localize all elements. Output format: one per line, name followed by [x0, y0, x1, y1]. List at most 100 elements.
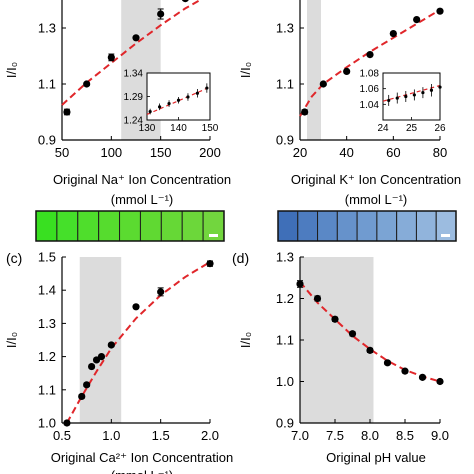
data-point [157, 288, 165, 296]
data-point [348, 330, 357, 338]
panel-d: 0.9 1.0 1.1 1.2 1.3 7.0 7.5 8.0 8.5 9.0 I/I₀ Origin… [232, 250, 449, 466]
colorbar-swatch [56, 210, 79, 242]
x-tick-label: 7.5 [326, 428, 344, 443]
inset-fit-line [382, 84, 441, 102]
y-tick-label: 1.3 [276, 21, 294, 36]
data-point [132, 303, 140, 311]
inset-data-point [438, 85, 442, 89]
colorbar-swatch [376, 210, 398, 242]
x-tick-label: 0.5 [53, 428, 71, 443]
shaded-region [79, 257, 122, 423]
inset-data-point [387, 98, 391, 103]
inset-x-tick-label: 24 [377, 123, 389, 134]
x-tick-label: 150 [150, 145, 172, 160]
inset-data-point [421, 90, 425, 95]
data-point [206, 260, 214, 268]
data-point [301, 108, 309, 116]
y-tick-label: 1.4 [38, 283, 56, 298]
colorbar-swatch [77, 210, 100, 242]
colorbar-frame [277, 210, 457, 242]
inset-frame [146, 72, 211, 121]
data-point [343, 67, 351, 75]
panel-c: 1.01.11.21.31.41.50.5 1.0 1.5 2.0I/I₀Origin… [4, 250, 233, 474]
y-tick-label: 0.9 [276, 416, 294, 431]
y-tick-label: 1.1 [276, 77, 294, 92]
data-point [88, 362, 96, 371]
x-axis-label: Original Na⁺ Ion Concentration [53, 172, 231, 187]
panel-label: (d) [232, 250, 249, 266]
colorbar-swatch [356, 210, 378, 242]
data-point [97, 353, 106, 361]
inset-data-point [186, 95, 190, 99]
x-tick-label: 8.5 [396, 428, 414, 443]
x-axis-unit: (mmol L⁻¹) [111, 192, 173, 207]
data-point [366, 51, 374, 59]
x-axis-label: Original Ca²⁺ Ion Concentration [51, 450, 233, 465]
inset-a: 1.24 1.29 1.34 130 140 150 [124, 69, 219, 135]
data-point [83, 80, 91, 88]
y-axis-label: I/I₀ [4, 62, 19, 78]
x-axis-unit: (mmol L⁻¹) [111, 468, 173, 474]
y-tick-label: 0.9 [276, 133, 294, 148]
y-tick-label: 0.9 [38, 133, 56, 148]
data-point [418, 373, 427, 381]
data-point [78, 392, 86, 401]
inset-b: 1.04 1.06 1.08 24 25 26 [360, 69, 446, 135]
colorbar-swatch [415, 210, 437, 242]
x-axis-label: Original K⁺ Ion Concentration [291, 172, 461, 187]
y-axis-label: I/I₀ [4, 332, 19, 348]
x-tick-label: 100 [100, 145, 122, 160]
y-tick-label: 1.2 [276, 291, 294, 306]
data-point [313, 294, 322, 303]
inset-y-tick-label: 1.06 [360, 84, 380, 95]
inset-data-point [395, 96, 399, 100]
data-point [182, 0, 189, 3]
inset-x-tick-label: 26 [434, 123, 446, 134]
colorbar-swatch [181, 210, 204, 242]
panel-label: (c) [6, 250, 22, 266]
inset-frame [382, 72, 441, 121]
y-tick-label: 1.3 [276, 250, 294, 265]
inset-data-point [167, 101, 171, 106]
data-point [383, 359, 392, 367]
x-tick-label: 8.0 [361, 428, 379, 443]
fit-curve [299, 281, 441, 383]
shaded-region [307, 0, 321, 140]
colorbar-swatch [317, 210, 338, 242]
data-point [401, 367, 409, 375]
data-point [83, 381, 91, 389]
x-axis-label: Original pH value [326, 450, 426, 465]
x-tick-label: 2.0 [201, 428, 219, 443]
y-tick-label: 1.1 [276, 333, 294, 348]
inset-data-point [205, 86, 209, 90]
colorbar-swatch [396, 210, 417, 242]
x-tick-label: 1.0 [102, 428, 120, 443]
data-point [389, 29, 397, 38]
panel-b: 0.9 1.1 1.3 20 40 60 80 I/I₀ Original K⁺ Ion Con… [238, 0, 461, 242]
data-point [107, 341, 115, 349]
panel-a: 0.9 1.1 1.3 50 100 150 200 I/I₀ Original Na⁺ Ion… [4, 0, 231, 242]
x-tick-label: 7.0 [291, 428, 309, 443]
y-tick-label: 1.0 [276, 374, 294, 389]
x-tick-label: 40 [339, 145, 353, 160]
data-point [319, 80, 327, 88]
colorbar-swatch [336, 210, 358, 242]
x-tick-label: 60 [386, 145, 400, 160]
inset-x-tick-label: 130 [139, 123, 156, 134]
y-axis-label: I/I₀ [238, 332, 253, 348]
y-axis-label: I/I₀ [238, 62, 253, 78]
inset-y-tick-label: 1.29 [124, 92, 144, 103]
data-point [413, 16, 421, 24]
inset-y-tick-label: 1.34 [124, 69, 144, 80]
data-point [107, 53, 115, 62]
colorbar-frame [35, 210, 225, 242]
inset-data-point [148, 109, 152, 114]
x-tick-label: 9.0 [431, 428, 449, 443]
inset-x-tick-label: 140 [170, 123, 187, 134]
colorbar-swatch [98, 210, 121, 242]
inset-fit-line [146, 86, 211, 115]
inset-data-point [412, 93, 416, 97]
data-point [436, 377, 444, 386]
y-tick-label: 1.0 [38, 416, 56, 431]
